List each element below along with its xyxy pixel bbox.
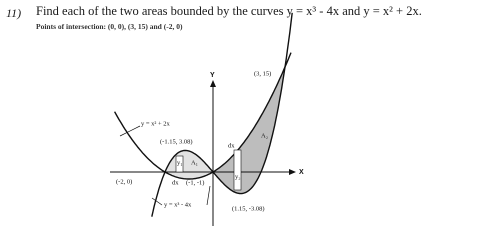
point-label: (-1.15, 3.08) — [160, 138, 193, 145]
y-arrow — [210, 80, 216, 87]
point-label: (3, 15) — [254, 70, 271, 77]
dx-label: dx — [228, 142, 235, 149]
curve-label: y = x³ - 4x — [164, 201, 192, 208]
strip-label: y₂ — [235, 173, 241, 180]
point-label: (-2, 0) — [116, 178, 132, 185]
problem-number: 11) — [6, 6, 22, 20]
intersection-note: Points of intersection: (0, 0), (3, 15) … — [36, 22, 183, 31]
area-label: A₁ — [191, 159, 198, 166]
point-label: (1.15, -3.08) — [232, 205, 265, 212]
area-label: A₂ — [261, 132, 268, 139]
region-a2 — [213, 67, 285, 194]
leader — [206, 185, 211, 206]
dx-label: dx — [172, 179, 179, 186]
cubic-curve — [151, 12, 293, 217]
leader — [119, 125, 141, 137]
curve-label: y = x² + 2x — [141, 120, 171, 127]
point-label: (-1, -1) — [186, 179, 204, 186]
strip-a1 — [175, 155, 184, 173]
parabola-curve — [113, 52, 292, 180]
leader — [151, 197, 163, 206]
strip-label: y₁ — [177, 159, 183, 166]
question: Find each of the two areas bounded by th… — [36, 4, 422, 18]
strip-a2 — [233, 149, 242, 191]
axis-label: Y — [210, 72, 215, 79]
axis-label: X — [299, 169, 304, 176]
x-arrow — [289, 169, 296, 175]
